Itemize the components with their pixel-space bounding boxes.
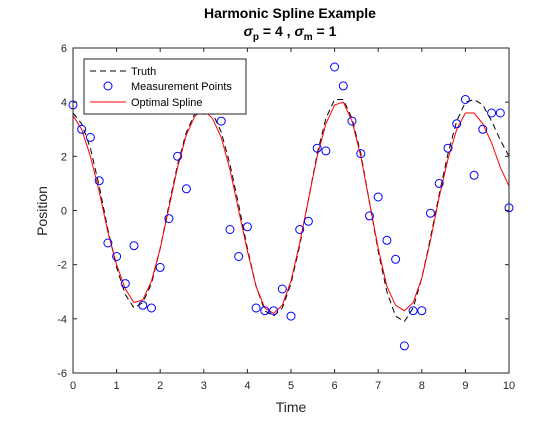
y-tick-label: -4	[57, 314, 67, 326]
measurement-point	[434, 178, 444, 188]
measurement-point	[391, 254, 401, 264]
measurement-point	[382, 235, 392, 245]
legend-truth-label: Truth	[131, 66, 156, 78]
measurement-point	[373, 192, 383, 202]
x-tick-label: 0	[70, 380, 76, 392]
measurement-point	[77, 124, 87, 134]
chart-subtitle: σp = 4 , σm = 1	[244, 23, 337, 43]
x-tick-label: 6	[332, 380, 338, 392]
measurement-point	[155, 262, 165, 272]
measurement-point	[181, 184, 191, 194]
measurement-point	[173, 151, 183, 161]
measurement-point	[330, 62, 340, 72]
x-tick-label: 5	[288, 380, 294, 392]
measurement-point	[338, 81, 348, 91]
measurement-point	[242, 222, 252, 232]
measurement-point	[365, 211, 374, 221]
y-tick-label: 0	[61, 206, 67, 218]
measurement-point	[460, 95, 470, 104]
x-tick-label: 10	[503, 380, 515, 392]
chart-title: Harmonic Spline Example	[204, 5, 376, 21]
measurement-point	[417, 306, 427, 316]
measurement-point	[321, 146, 331, 156]
legend-box	[83, 58, 247, 115]
measurement-point	[495, 108, 505, 118]
measurement-point	[356, 149, 366, 159]
measurement-point	[452, 119, 462, 129]
measurement-point	[303, 216, 313, 226]
measurement-point	[277, 284, 287, 294]
measurement-point	[251, 303, 261, 313]
subtitle-sub-p: p	[253, 32, 259, 43]
x-tick-label: 2	[157, 380, 163, 392]
measurement-point	[85, 132, 95, 142]
x-axis-label: Time	[276, 399, 307, 415]
measurement-point	[94, 176, 104, 186]
x-tick-label: 7	[375, 380, 381, 392]
subtitle-sigma-p: σ	[244, 23, 254, 39]
x-tick-label: 4	[244, 380, 250, 392]
legend: Truth Measurement Points Optimal Spline	[83, 58, 247, 115]
measurement-point	[234, 252, 244, 261]
y-tick-label: 2	[61, 151, 67, 163]
measurement-point	[443, 143, 453, 153]
x-axis-ticks: 0 1 2 3 4 5 6 7 8 9 10	[70, 48, 515, 392]
series-layer	[68, 62, 514, 351]
measurement-point	[286, 311, 296, 321]
measurement-point	[269, 306, 279, 316]
y-tick-label: -2	[57, 260, 67, 272]
subtitle-m-value: = 1	[313, 23, 337, 39]
subtitle-p-value: = 4 ,	[259, 23, 294, 39]
measurement-point	[469, 170, 479, 180]
measurement-point	[295, 225, 305, 234]
y-tick-label: 4	[61, 97, 67, 109]
legend-measurement-points-label: Measurement Points	[131, 81, 232, 93]
measurement-point	[478, 124, 488, 134]
measurement-point	[138, 300, 148, 310]
measurement-point	[120, 279, 130, 289]
measurement-point	[487, 108, 497, 118]
measurement-point	[147, 303, 156, 313]
y-tick-label: -6	[57, 368, 67, 380]
measurement-point	[399, 341, 409, 351]
subtitle-sub-m: m	[304, 32, 313, 43]
measurement-point	[164, 214, 174, 224]
legend-optimal-spline-label: Optimal Spline	[131, 97, 203, 109]
legend-measurement-points-swatch	[103, 81, 113, 91]
measurement-point	[312, 143, 322, 153]
measurement-point	[129, 241, 139, 251]
y-axis-ticks: -6 -4 -2 0 2 4 6	[57, 43, 509, 380]
x-tick-label: 9	[462, 380, 468, 392]
measurement-point	[408, 306, 418, 316]
measurement-point	[216, 116, 226, 126]
x-tick-label: 1	[114, 380, 120, 392]
series-optimal-spline-line	[72, 101, 510, 315]
measurement-point	[103, 238, 113, 248]
y-tick-label: 6	[61, 43, 67, 55]
measurement-point	[225, 225, 235, 234]
x-tick-label: 8	[419, 380, 425, 392]
x-tick-label: 3	[201, 380, 207, 392]
measurement-point	[112, 252, 122, 261]
measurement-point	[260, 306, 270, 316]
series-truth-line	[72, 98, 510, 323]
measurement-point	[426, 208, 435, 218]
measurement-point	[347, 116, 357, 126]
y-axis-label: Position	[34, 186, 50, 236]
series-measurement-points	[68, 62, 514, 351]
subtitle-sigma-m: σ	[294, 23, 304, 39]
